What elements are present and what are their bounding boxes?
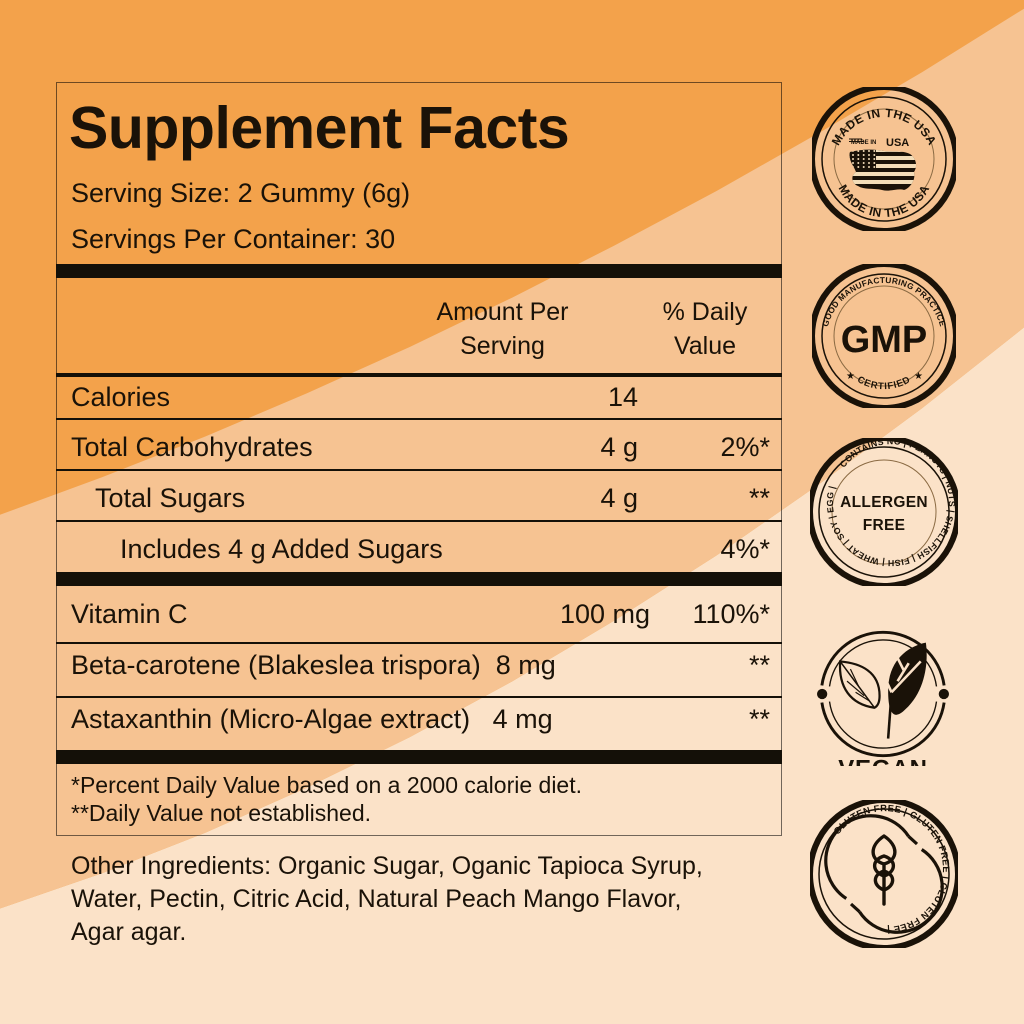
svg-text:USA: USA [886,137,909,149]
svg-text:ALLERGEN: ALLERGEN [840,494,928,511]
svg-text:★: ★ [914,371,923,382]
svg-text:GMP: GMP [841,319,928,361]
svg-text:MADE IN: MADE IN [851,140,876,146]
svg-text:★: ★ [846,371,855,382]
svg-text:MADE IN THE USA: MADE IN THE USA [829,106,940,148]
svg-text:FREE: FREE [863,517,906,534]
svg-text:CERTIFIED: CERTIFIED [855,374,912,392]
svg-text:VEGAN: VEGAN [838,755,928,766]
